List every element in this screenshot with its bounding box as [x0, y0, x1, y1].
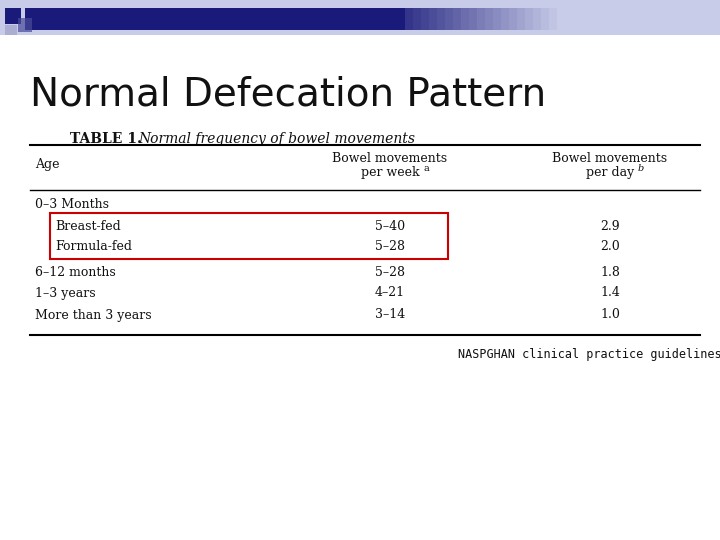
Bar — [533, 8, 541, 30]
Text: 1.0: 1.0 — [600, 308, 620, 321]
Text: b: b — [638, 164, 644, 173]
Bar — [0, 0, 720, 35]
Bar — [549, 8, 557, 30]
Bar — [437, 8, 445, 30]
Bar — [445, 8, 453, 30]
Bar — [421, 8, 429, 30]
Text: 0–3 Months: 0–3 Months — [35, 199, 109, 212]
Text: Normal Defecation Pattern: Normal Defecation Pattern — [30, 75, 546, 113]
Text: a: a — [424, 164, 430, 173]
Bar — [541, 8, 549, 30]
Text: Bowel movements: Bowel movements — [552, 152, 667, 165]
Bar — [5, 25, 17, 35]
Text: Formula-fed: Formula-fed — [55, 240, 132, 253]
Bar — [453, 8, 461, 30]
Bar — [525, 8, 533, 30]
Bar — [50, 213, 448, 259]
Bar — [5, 8, 21, 24]
Text: 5–28: 5–28 — [375, 240, 405, 253]
Text: More than 3 years: More than 3 years — [35, 308, 152, 321]
Text: 1.4: 1.4 — [600, 287, 620, 300]
Text: 1–3 years: 1–3 years — [35, 287, 96, 300]
Text: 1.8: 1.8 — [600, 266, 620, 279]
Text: TABLE 1.: TABLE 1. — [70, 132, 142, 146]
Bar — [25, 8, 405, 30]
Text: per week: per week — [361, 166, 419, 179]
Bar — [413, 8, 421, 30]
Bar — [501, 8, 509, 30]
Text: Bowel movements: Bowel movements — [333, 152, 448, 165]
Bar — [461, 8, 469, 30]
Text: 2.0: 2.0 — [600, 240, 620, 253]
Bar — [485, 8, 493, 30]
Text: 5–28: 5–28 — [375, 266, 405, 279]
Bar — [517, 8, 525, 30]
Text: per day: per day — [586, 166, 634, 179]
Text: NASPGHAN clinical practice guidelines: NASPGHAN clinical practice guidelines — [458, 348, 720, 361]
Bar — [509, 8, 517, 30]
Text: 3–14: 3–14 — [375, 308, 405, 321]
Text: 5–40: 5–40 — [375, 219, 405, 233]
Text: 2.9: 2.9 — [600, 219, 620, 233]
Bar — [477, 8, 485, 30]
Bar — [405, 8, 413, 30]
Text: 4–21: 4–21 — [375, 287, 405, 300]
Text: Age: Age — [35, 158, 60, 171]
Bar — [18, 18, 32, 32]
Text: Breast-fed: Breast-fed — [55, 219, 121, 233]
Bar — [557, 8, 565, 30]
Bar — [429, 8, 437, 30]
Bar — [493, 8, 501, 30]
Bar — [469, 8, 477, 30]
Text: Normal frequency of bowel movements: Normal frequency of bowel movements — [138, 132, 415, 146]
Text: 6–12 months: 6–12 months — [35, 266, 116, 279]
